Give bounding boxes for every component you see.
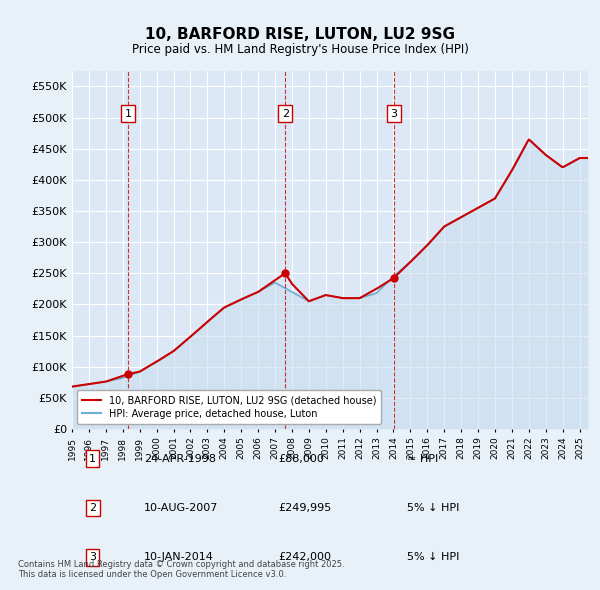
Text: 3: 3 xyxy=(89,552,96,562)
Text: 10-JAN-2014: 10-JAN-2014 xyxy=(144,552,214,562)
Text: £249,995: £249,995 xyxy=(278,503,332,513)
Text: Contains HM Land Registry data © Crown copyright and database right 2025.
This d: Contains HM Land Registry data © Crown c… xyxy=(18,560,344,579)
Text: 3: 3 xyxy=(391,109,397,119)
Legend: 10, BARFORD RISE, LUTON, LU2 9SG (detached house), HPI: Average price, detached : 10, BARFORD RISE, LUTON, LU2 9SG (detach… xyxy=(77,391,382,424)
Text: 1: 1 xyxy=(89,454,96,464)
Text: 24-APR-1998: 24-APR-1998 xyxy=(144,454,216,464)
Text: 2: 2 xyxy=(89,503,96,513)
Text: 5% ↓ HPI: 5% ↓ HPI xyxy=(407,503,460,513)
Text: 2: 2 xyxy=(282,109,289,119)
Text: £242,000: £242,000 xyxy=(278,552,331,562)
Text: 10-AUG-2007: 10-AUG-2007 xyxy=(144,503,218,513)
Text: 10, BARFORD RISE, LUTON, LU2 9SG: 10, BARFORD RISE, LUTON, LU2 9SG xyxy=(145,27,455,41)
Text: ≈ HPI: ≈ HPI xyxy=(407,454,439,464)
Text: £88,000: £88,000 xyxy=(278,454,324,464)
Text: Price paid vs. HM Land Registry's House Price Index (HPI): Price paid vs. HM Land Registry's House … xyxy=(131,43,469,56)
Text: 5% ↓ HPI: 5% ↓ HPI xyxy=(407,552,460,562)
Text: 1: 1 xyxy=(124,109,131,119)
